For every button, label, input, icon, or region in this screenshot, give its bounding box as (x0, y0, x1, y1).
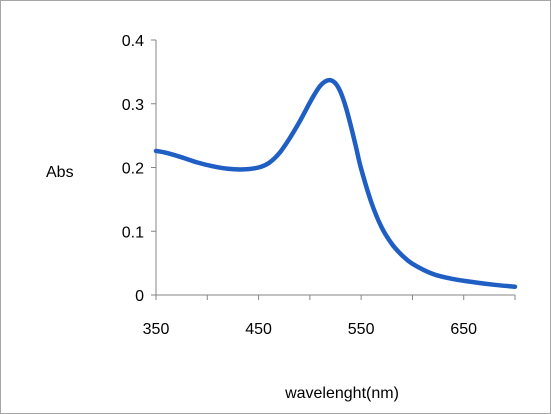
x-tick-label: 450 (245, 321, 272, 338)
series-line-0 (153, 77, 518, 289)
x-tick-label: 650 (450, 321, 477, 338)
x-axis: 350 450 550 650 (143, 294, 516, 338)
x-tick-label: 550 (348, 321, 375, 338)
y-axis-label: Abs (46, 164, 74, 181)
y-tick-label: 0.4 (122, 33, 144, 50)
y-tick-label: 0.2 (122, 161, 144, 178)
series-group (153, 77, 518, 289)
x-tick-label: 350 (143, 321, 170, 338)
y-tick-label: 0.1 (122, 224, 144, 241)
y-tick-label: 0 (135, 288, 144, 305)
x-axis-label: wavelenght(nm) (284, 385, 399, 402)
y-axis: 0 0.1 0.2 0.3 0.4 (122, 33, 157, 305)
y-tick-label: 0.3 (122, 97, 144, 114)
